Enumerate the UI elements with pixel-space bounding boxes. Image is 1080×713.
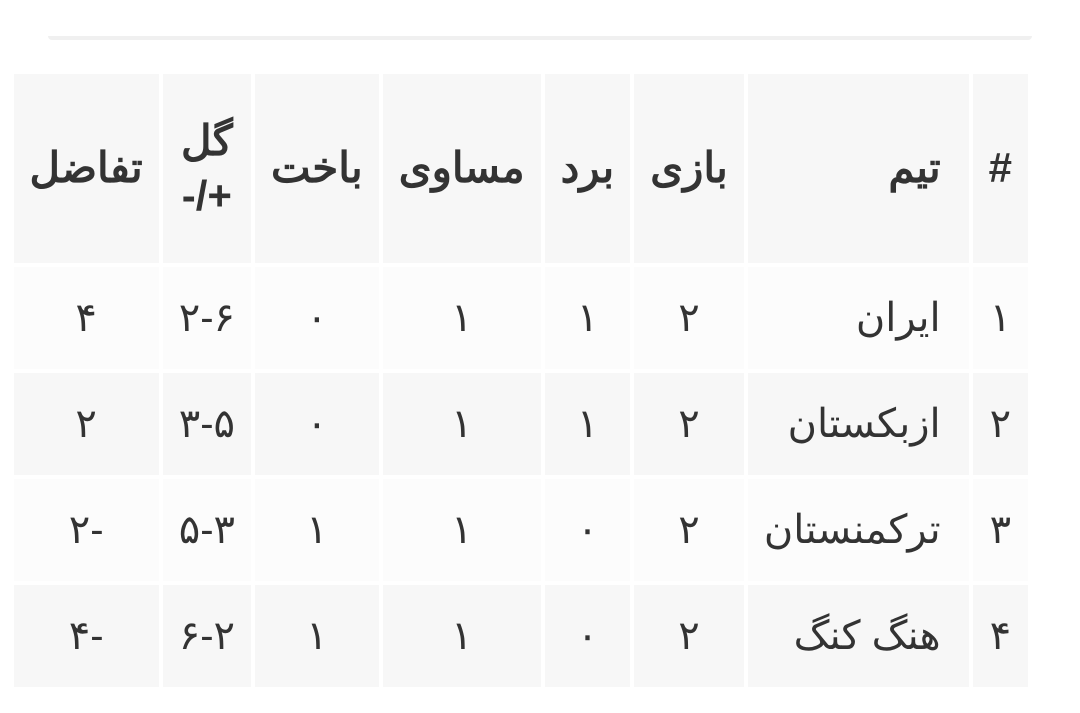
cell-draw: ۱ [383, 267, 541, 369]
cell-played: ۲ [634, 373, 744, 475]
cell-draw: ۱ [383, 373, 541, 475]
col-team: تیم [748, 74, 969, 263]
cell-goals: ۲-۶ [163, 267, 251, 369]
cell-goals: ۳-۵ [163, 373, 251, 475]
cell-win: ۰ [545, 479, 631, 581]
col-draw: مساوی [383, 74, 541, 263]
cell-draw: ۱ [383, 479, 541, 581]
col-played: بازی [634, 74, 744, 263]
table-header-row: # تیم بازی برد مساوی باخت گل +/- تفاضل [14, 74, 1028, 263]
table-row: ۲ ازبکستان ۲ ۱ ۱ ۰ ۳-۵ ۲ [14, 373, 1028, 475]
cell-draw: ۱ [383, 585, 541, 687]
cell-rank: ۱ [973, 267, 1028, 369]
cell-win: ۱ [545, 267, 631, 369]
cell-diff: ۴ [14, 267, 159, 369]
cell-rank: ۲ [973, 373, 1028, 475]
cell-played: ۲ [634, 585, 744, 687]
page-container: # تیم بازی برد مساوی باخت گل +/- تفاضل ۱… [0, 0, 1080, 691]
cell-played: ۲ [634, 267, 744, 369]
cell-loss: ۰ [255, 267, 379, 369]
table-row: ۳ ترکمنستان ۲ ۰ ۱ ۱ ۵-۳ -۲ [14, 479, 1028, 581]
cell-diff: ۲ [14, 373, 159, 475]
cell-team: ازبکستان [748, 373, 969, 475]
cell-loss: ۰ [255, 373, 379, 475]
col-loss: باخت [255, 74, 379, 263]
cell-team: هنگ کنگ [748, 585, 969, 687]
cell-team: ایران [748, 267, 969, 369]
cell-diff: -۴ [14, 585, 159, 687]
standings-table: # تیم بازی برد مساوی باخت گل +/- تفاضل ۱… [10, 70, 1032, 691]
cell-rank: ۴ [973, 585, 1028, 687]
cell-loss: ۱ [255, 479, 379, 581]
table-row: ۴ هنگ کنگ ۲ ۰ ۱ ۱ ۶-۲ -۴ [14, 585, 1028, 687]
top-bar [48, 36, 1032, 40]
cell-win: ۱ [545, 373, 631, 475]
cell-team: ترکمنستان [748, 479, 969, 581]
col-rank: # [973, 74, 1028, 263]
cell-goals: ۵-۳ [163, 479, 251, 581]
cell-win: ۰ [545, 585, 631, 687]
col-goals: گل +/- [163, 74, 251, 263]
cell-diff: -۲ [14, 479, 159, 581]
col-diff: تفاضل [14, 74, 159, 263]
col-win: برد [545, 74, 631, 263]
cell-loss: ۱ [255, 585, 379, 687]
cell-goals: ۶-۲ [163, 585, 251, 687]
cell-rank: ۳ [973, 479, 1028, 581]
cell-played: ۲ [634, 479, 744, 581]
table-row: ۱ ایران ۲ ۱ ۱ ۰ ۲-۶ ۴ [14, 267, 1028, 369]
